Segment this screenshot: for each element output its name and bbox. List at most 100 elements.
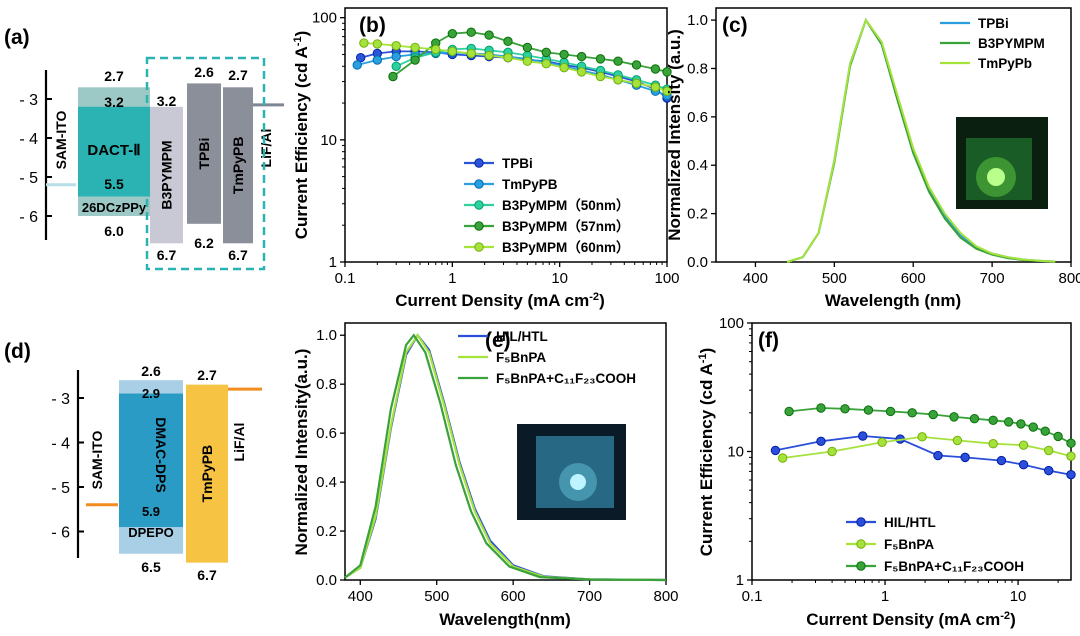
lumo-value: 2.7 — [228, 67, 248, 83]
panel-label: (f) — [758, 329, 779, 352]
data-point — [410, 42, 420, 53]
x-tick-label: 700 — [980, 270, 1005, 287]
series-line — [789, 407, 1072, 444]
data-point — [952, 435, 963, 446]
electrode-left-label: SAM-ITO — [89, 430, 105, 489]
data-point — [631, 78, 642, 89]
y-tick-label: 0.6 — [316, 425, 337, 442]
data-point — [576, 51, 587, 62]
data-point — [503, 53, 513, 63]
data-point — [522, 42, 533, 53]
x-tick-label: 0.1 — [335, 270, 356, 287]
panel-c: 400 500 600 700 800 0.0 0.2 0.4 0.6 0.8 1.0 (c) Wave… — [665, 7, 1080, 310]
x-tick-label: 700 — [577, 588, 602, 605]
layer-b3pympm — [150, 106, 183, 244]
legend-entry: F₅BnPA — [884, 537, 934, 552]
data-point — [858, 431, 868, 441]
series-line — [786, 17, 1056, 263]
data-point — [352, 60, 362, 70]
lumo-value: 2.7 — [104, 68, 124, 84]
data-point — [949, 412, 959, 422]
data-point — [559, 49, 569, 60]
legend-marker — [856, 561, 866, 571]
y-tick-label: 0.4 — [687, 157, 708, 174]
energy-tick-label: - 3 — [51, 391, 70, 408]
plot-frame — [715, 7, 1072, 263]
energy-tick-label: - 4 — [51, 436, 70, 453]
y-tick-label: 1 — [736, 572, 744, 589]
data-point — [969, 413, 980, 424]
data-point — [1028, 422, 1038, 432]
data-point — [1040, 426, 1050, 436]
x-tick-label: 500 — [822, 270, 847, 287]
x-axis-label: Wavelength(nm) — [439, 610, 571, 629]
panel-label: (e) — [485, 329, 511, 352]
homo-value: 6.7 — [157, 247, 177, 263]
lumo-value: 3.2 — [157, 93, 177, 109]
legend: TPBi TmPyPB B3PyMPM（50nm） B3PyMPM（57nm） B3Py… — [464, 156, 630, 255]
homo-value: 6.2 — [194, 235, 214, 251]
lumo-value: 2.9 — [142, 386, 160, 401]
homo-value: 6.7 — [197, 567, 217, 583]
legend-entry: F₅BnPA — [496, 350, 546, 365]
inset-glow — [976, 157, 1016, 197]
energy-tick-label: - 5 — [51, 480, 70, 497]
data-point — [662, 86, 672, 96]
data-point — [960, 452, 970, 463]
data-point — [863, 405, 874, 415]
series-line — [344, 333, 667, 582]
data-point — [917, 432, 927, 442]
data-point — [410, 55, 420, 65]
data-point — [1018, 440, 1029, 450]
data-point — [1066, 451, 1076, 461]
data-point — [1053, 431, 1063, 442]
x-tick-label: 400 — [743, 270, 768, 287]
series-line — [344, 333, 667, 582]
layer-tmpypb — [186, 384, 228, 563]
data-point — [391, 40, 401, 51]
data-point — [391, 61, 401, 71]
y-tick-label: 1 — [329, 254, 337, 271]
legend-entry: TPBi — [502, 156, 533, 171]
inset-emission — [570, 474, 586, 490]
y-tick-label: 0.4 — [316, 474, 337, 491]
inset-emission — [987, 168, 1005, 186]
data-point — [662, 67, 672, 77]
data-point — [372, 39, 383, 49]
y-tick-label: 0.0 — [687, 254, 708, 271]
data-point — [541, 58, 551, 69]
y-tick-label: 0.2 — [316, 523, 337, 540]
lumo-value: 2.6 — [194, 64, 214, 80]
data-point — [484, 50, 494, 61]
y-tick-label: 1.0 — [316, 327, 337, 344]
energy-tick-label: - 6 — [51, 525, 70, 542]
legend-entry: F₅BnPA+C₁₁F₂₃COOH — [496, 371, 636, 386]
legend-entry: B3PyMPM（57nm） — [502, 219, 630, 234]
data-point — [784, 406, 794, 417]
data-point — [372, 55, 383, 65]
electrode-right-label: LiF/Al — [231, 423, 247, 462]
data-point — [559, 62, 569, 73]
data-point — [770, 445, 781, 456]
energy-tick-label: - 4 — [19, 131, 38, 148]
data-point — [928, 409, 938, 420]
legend-marker — [474, 200, 484, 210]
legend: TPBi B3PYMPM TmPyPb — [940, 16, 1045, 71]
layer-label: DPEPO — [128, 525, 174, 540]
plot-frame — [344, 7, 668, 263]
data-point — [907, 408, 917, 418]
legend: HIL/HTL F₅BnPA F₅BnPA+C₁₁F₂₃COOH — [458, 329, 636, 386]
legend-entry: F₅BnPA+C₁₁F₂₃COOH — [884, 559, 1024, 574]
x-tick-label: 600 — [901, 270, 926, 287]
x-axis-label: Current Density (mA cm-2) — [395, 291, 604, 310]
layer-label: TmPyPB — [199, 445, 215, 503]
y-tick-label: 100 — [719, 315, 744, 332]
series-line — [392, 31, 668, 78]
data-point — [431, 44, 441, 55]
lumo-value: 2.7 — [197, 367, 217, 383]
y-tick-label: 0.0 — [316, 572, 337, 589]
legend-marker — [856, 517, 866, 527]
layer-label: 26DCzPPy — [82, 200, 147, 215]
x-tick-label: 600 — [501, 588, 526, 605]
